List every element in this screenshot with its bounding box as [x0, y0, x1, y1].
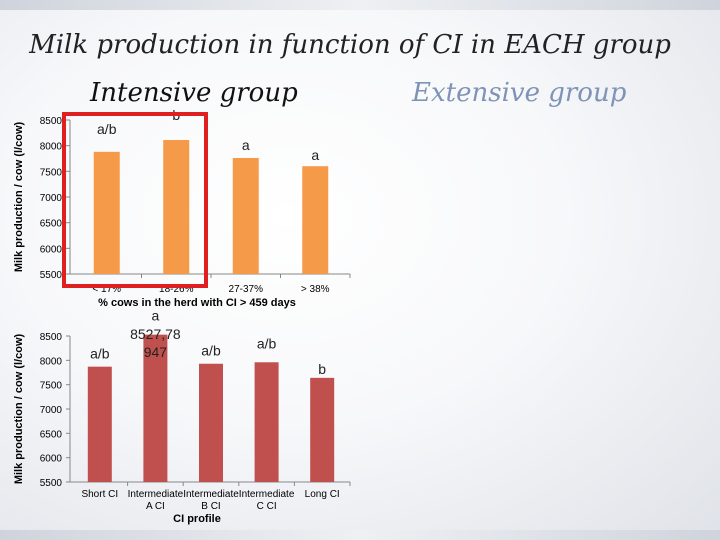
chart2-x-tick-label: Short CI: [81, 489, 118, 500]
chart1-bar-significance-label: a/b: [97, 121, 117, 137]
extensive-group-label: Extensive group: [412, 78, 627, 108]
chart1-y-tick-label: 6000: [40, 244, 63, 255]
chart1-bar-significance-label: a: [242, 137, 250, 153]
chart2-x-tick-label: Intermediate: [128, 489, 184, 500]
chart1-x-axis-title: % cows in the herd with CI > 459 days: [98, 297, 296, 309]
intensive-group-label: Intensive group: [90, 78, 298, 108]
chart2-bar-significance-label: a/b: [201, 343, 221, 359]
chart1-x-tick-label: < 17%: [92, 284, 121, 295]
chart1-y-axis-title: Milk production / cow (l/cow): [13, 122, 25, 273]
chart1-x-tick-label: 27-37%: [229, 284, 264, 295]
slide-title: Milk production in function of CI in EAC…: [29, 30, 671, 60]
chart1-bar-significance-label: a: [311, 147, 319, 163]
chart2-y-tick-label: 8000: [40, 356, 63, 367]
chart2-bar-significance-label: a/b: [257, 335, 277, 351]
chart2-x-axis-title: CI profile: [173, 513, 221, 525]
chart2-bar: [87, 366, 112, 482]
chart1-y-tick-label: 8000: [40, 142, 63, 153]
chart2-y-tick-label: 8500: [40, 332, 63, 343]
chart1-bar: [232, 157, 259, 274]
chart1-y-tick-label: 7000: [40, 193, 63, 204]
top-decor-stripe: [0, 0, 720, 10]
chart1-bar: [302, 166, 329, 274]
chart2-bar: [254, 362, 279, 482]
bottom-decor-stripe: [0, 530, 720, 540]
chart2-bar: [310, 377, 335, 482]
chart2-value-annotation: 8527,78: [130, 326, 181, 342]
chart1-bar: [163, 140, 190, 274]
chart2-x-tick-label: C CI: [257, 501, 277, 512]
intensive-highlight-box: [62, 112, 208, 288]
chart2-bar: [199, 363, 223, 482]
chart2-y-axis-title: Milk production / cow (l/cow): [13, 334, 25, 485]
chart1-x-tick-label: 18-26%: [159, 284, 194, 295]
chart2-bar: [143, 334, 168, 482]
chart1-x-tick-label: > 38%: [301, 284, 330, 295]
chart2-x-tick-label: B CI: [201, 501, 220, 512]
chart2-x-tick-label: A CI: [146, 501, 165, 512]
chart2-bar-significance-label: a: [152, 308, 160, 324]
chart1-y-tick-label: 8500: [40, 116, 63, 127]
chart2-x-tick-label: Long CI: [305, 489, 340, 500]
chart2-value-annotation: 947: [144, 344, 168, 360]
chart1-y-tick-label: 6500: [40, 219, 63, 230]
chart2-y-tick-label: 6500: [40, 429, 63, 440]
chart2-x-tick-label: Intermediate: [239, 489, 295, 500]
chart2-y-tick-label: 7500: [40, 381, 63, 392]
chart1-bar: [93, 151, 120, 274]
chart1-y-tick-label: 7500: [40, 167, 63, 178]
chart2-y-tick-label: 5500: [40, 478, 63, 489]
chart2-y-tick-label: 6000: [40, 454, 63, 465]
chart2-x-tick-label: Intermediate: [183, 489, 239, 500]
chart1-y-tick-label: 5500: [40, 270, 63, 281]
chart2-bar-significance-label: b: [318, 361, 326, 377]
chart2-y-tick-label: 7000: [40, 405, 63, 416]
chart2-bar-significance-label: a/b: [90, 346, 110, 362]
